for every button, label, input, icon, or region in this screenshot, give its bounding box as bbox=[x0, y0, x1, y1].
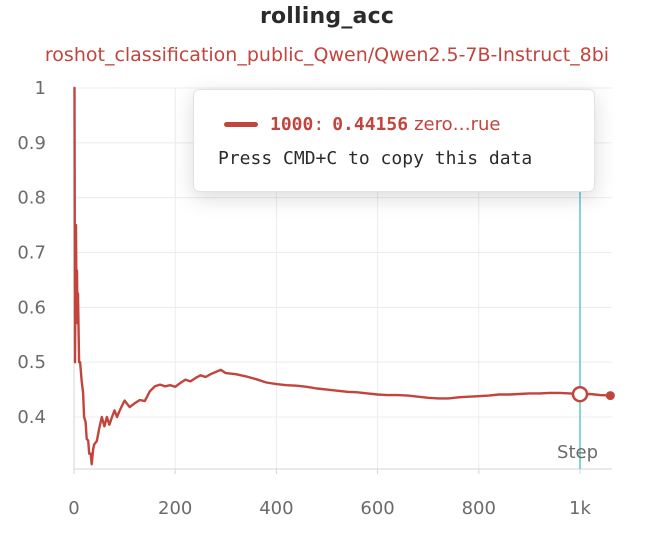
data-tooltip: 1000 : 0.44156 zero…rue Press CMD+C to c… bbox=[193, 89, 595, 192]
x-tick-label: 600 bbox=[360, 498, 394, 519]
y-tick-label: 0.9 bbox=[17, 133, 46, 154]
tooltip-series-name: zero…rue bbox=[414, 114, 501, 135]
chart-subtitle: roshot_classification_public_Qwen/Qwen2.… bbox=[44, 44, 610, 66]
y-tick-label: 0.5 bbox=[17, 352, 46, 373]
series-layer bbox=[73, 86, 615, 466]
y-tick-label: 0.6 bbox=[17, 297, 46, 318]
x-tick-label: 800 bbox=[462, 498, 496, 519]
tooltip-separator: : bbox=[313, 114, 325, 135]
series-swatch bbox=[224, 122, 258, 127]
series-line bbox=[73, 86, 612, 466]
chart-title: rolling_acc bbox=[259, 4, 395, 29]
y-tick-label: 1 bbox=[35, 78, 46, 99]
y-tick-label: 0.4 bbox=[17, 407, 46, 428]
tooltip-step: 1000 bbox=[270, 114, 314, 135]
x-tick-label: 400 bbox=[259, 498, 293, 519]
x-tick-label: 200 bbox=[158, 498, 192, 519]
hover-layer bbox=[571, 150, 589, 469]
y-tick-label: 0.7 bbox=[17, 243, 46, 264]
tick-labels: 0 200 400 600 800 1k 0.4 0.5 0.6 0.7 0.8 0.9 1 Step bbox=[17, 78, 598, 519]
x-tick-label: 1k bbox=[569, 498, 591, 519]
y-tick-label: 0.8 bbox=[17, 188, 46, 209]
tooltip-hint: Press CMD+C to copy this data bbox=[218, 148, 533, 169]
x-tick-label: 0 bbox=[68, 498, 79, 519]
series-end-point bbox=[605, 391, 615, 401]
x-axis-label: Step bbox=[557, 442, 598, 463]
tooltip-row: 1000 : 0.44156 zero…rue bbox=[224, 114, 501, 135]
hover-point bbox=[571, 385, 589, 403]
tooltip-value: 0.44156 bbox=[332, 114, 409, 135]
